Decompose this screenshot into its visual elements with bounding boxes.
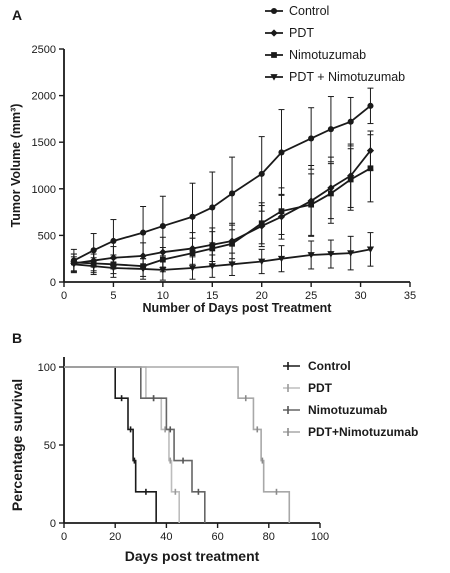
series-line: [73, 248, 371, 271]
data-point: [307, 252, 315, 259]
x-tick-label: 20: [109, 531, 121, 543]
y-tick-label: 1000: [32, 184, 56, 196]
km-control: [64, 366, 157, 523]
data-point: [229, 240, 235, 247]
x-tick-label: 25: [305, 290, 317, 302]
data-point: [278, 208, 285, 215]
y-tick-label: 2000: [32, 91, 56, 103]
data-point: [109, 265, 118, 272]
legend-label: Control: [289, 4, 329, 18]
data-point: [328, 190, 334, 197]
data-point: [347, 176, 354, 183]
data-point: [228, 261, 236, 268]
data-point: [70, 261, 78, 268]
y-tick-label: 0: [50, 518, 56, 530]
y-axis-title: Percentage survival: [9, 379, 25, 511]
x-tick-label: 10: [157, 290, 169, 302]
data-point: [258, 220, 265, 227]
legend-label: PDT: [308, 381, 333, 395]
legend-marker: [271, 52, 277, 58]
data-point: [189, 213, 196, 220]
data-point: [159, 267, 167, 274]
x-tick-label: 30: [354, 290, 366, 302]
data-point: [367, 165, 374, 172]
legend-label: PDT+Nimotuzumab: [308, 425, 418, 439]
x-tick-label: 100: [311, 531, 329, 543]
y-tick-label: 50: [44, 440, 56, 452]
x-tick-label: 20: [256, 290, 268, 302]
x-tick-label: 80: [263, 531, 275, 543]
data-point: [366, 246, 375, 253]
data-point: [327, 251, 335, 258]
survival-curve: [64, 366, 180, 523]
data-point: [347, 250, 355, 257]
data-point: [258, 170, 265, 177]
y-tick-label: 1500: [32, 137, 56, 149]
data-point: [110, 237, 117, 245]
data-point: [327, 126, 334, 133]
km-nimotuzumab: [64, 366, 206, 523]
km-pdt-nimotuzumab: [64, 366, 291, 523]
x-tick-label: 5: [110, 290, 116, 302]
legend-marker: [270, 29, 278, 37]
data-point: [258, 258, 266, 266]
data-point: [189, 250, 196, 256]
series-nimotuzumab: [70, 134, 374, 277]
y-tick-label: 2500: [32, 44, 56, 56]
legend-label: Nimotuzumab: [289, 48, 366, 62]
data-point: [278, 149, 285, 156]
panel-a-chart: A 0 500 1000 1500 2000 2500 0 5 10 15 20 25 30 35 Numbe…: [9, 4, 416, 315]
x-tick-label: 40: [160, 531, 172, 543]
data-point: [308, 135, 315, 142]
data-point: [209, 245, 216, 252]
x-tick-label: 0: [61, 290, 67, 302]
series-line: [73, 167, 371, 268]
x-tick-label: 15: [206, 290, 218, 302]
x-axis-title: Number of Days post Treatment: [143, 301, 333, 315]
panel-b-label: B: [12, 330, 22, 346]
x-tick-label: 35: [404, 290, 416, 302]
x-tick-label: 60: [211, 531, 223, 543]
y-tick-label: 500: [38, 230, 56, 242]
data-point: [208, 263, 216, 270]
data-point: [90, 263, 98, 270]
series-line: [73, 150, 372, 265]
y-tick-label: 100: [38, 362, 56, 374]
legend-marker: [270, 7, 278, 15]
data-point: [140, 229, 147, 236]
panel-a-label: A: [12, 7, 22, 23]
series-pdt-nimotuzumab: [70, 232, 375, 281]
data-point: [367, 102, 374, 109]
survival-curve: [64, 366, 206, 523]
series-control: [70, 87, 374, 273]
y-axis-title: Tumor Volume (mm³): [9, 104, 23, 228]
legend-label: Control: [308, 359, 351, 373]
survival-curve: [64, 366, 157, 523]
data-point: [228, 190, 236, 197]
data-point: [188, 265, 197, 272]
legend-label: Nimotuzumab: [308, 403, 387, 417]
legend-label: PDT + Nimotuzumab: [289, 70, 405, 84]
legend-marker: [270, 74, 278, 81]
data-point: [347, 118, 354, 125]
data-point: [159, 223, 166, 230]
km-pdt: [64, 366, 180, 523]
data-point: [277, 255, 286, 263]
series-line: [73, 105, 372, 262]
data-point: [209, 204, 216, 211]
data-point: [308, 201, 315, 208]
panel-b-chart: B 0 50 100 0 20 40 60 80 100 Days post treatment Pe…: [9, 330, 418, 564]
legend-label: PDT: [289, 26, 314, 40]
x-tick-label: 0: [61, 531, 67, 543]
survival-curve: [64, 366, 291, 523]
legend-a: Control PDT Nimotuzumab PDT + Nimotuzumab: [265, 4, 405, 84]
x-axis-title: Days post treatment: [125, 548, 260, 564]
y-tick-label: 0: [50, 277, 56, 289]
data-point: [139, 266, 147, 273]
legend-b: Control PDT Nimotuzumab PDT+Nimotuzumab: [283, 359, 418, 439]
